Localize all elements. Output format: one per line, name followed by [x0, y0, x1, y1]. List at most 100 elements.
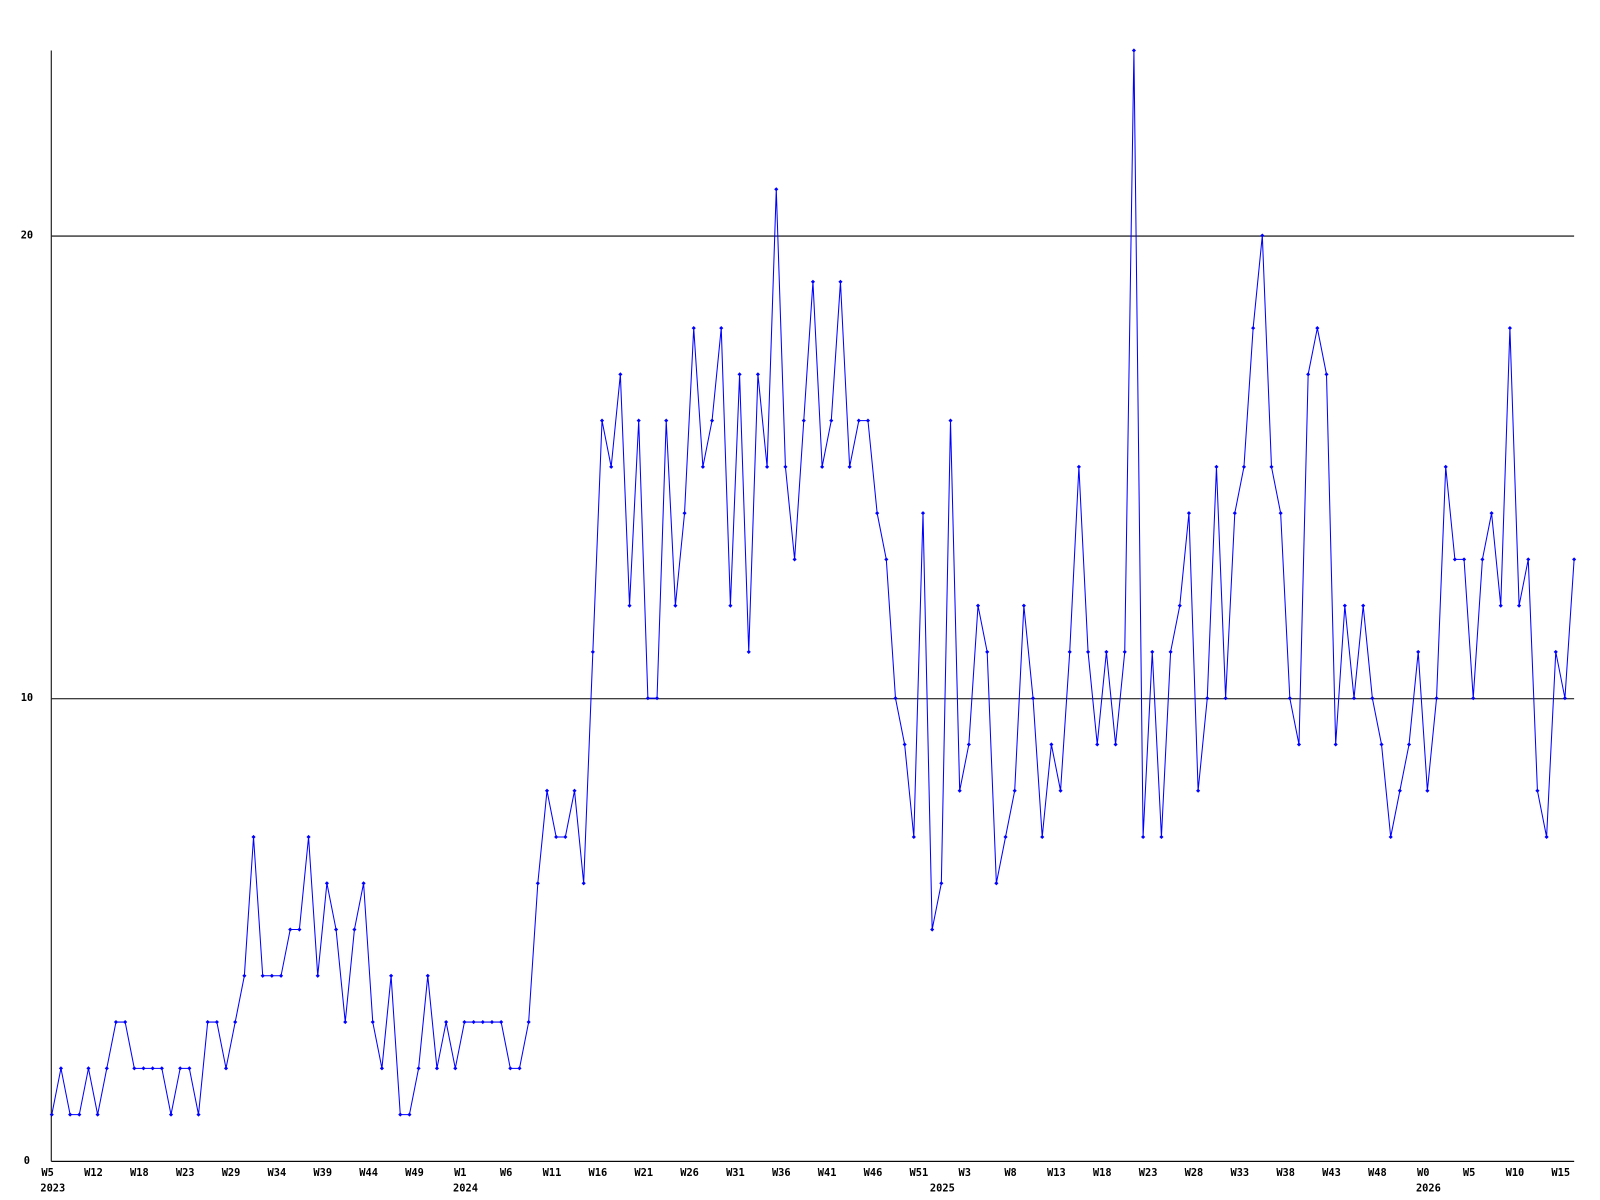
- data-point: [196, 1112, 201, 1117]
- x-tick-label: W36: [772, 1167, 791, 1179]
- data-point: [489, 1020, 495, 1025]
- data-point: [1168, 649, 1173, 654]
- data-point: [948, 418, 953, 423]
- data-point: [517, 1066, 522, 1071]
- data-point: [1535, 788, 1540, 793]
- data-point: [636, 418, 641, 423]
- data-point: [939, 881, 944, 886]
- data-point: [572, 788, 577, 793]
- data-point: [306, 834, 311, 840]
- data-point: [1278, 511, 1283, 516]
- data-point: [1379, 742, 1384, 747]
- data-point: [691, 326, 696, 331]
- data-point: [810, 279, 816, 284]
- data-point: [370, 1020, 375, 1025]
- data-point: [398, 1112, 403, 1117]
- data-point: [700, 464, 705, 469]
- data-point: [343, 1020, 348, 1025]
- data-point: [985, 649, 990, 654]
- x-tick-label: W39: [313, 1167, 332, 1179]
- data-point: [875, 511, 880, 516]
- data-point: [709, 418, 715, 423]
- data-point: [856, 418, 861, 423]
- data-point: [1471, 696, 1476, 701]
- data-point: [1342, 603, 1347, 608]
- data-point: [187, 1066, 192, 1071]
- data-point: [352, 927, 357, 932]
- data-point: [1251, 326, 1256, 331]
- data-point: [1526, 557, 1531, 562]
- data-point: [609, 464, 614, 469]
- data-point: [416, 1066, 421, 1071]
- data-point: [1434, 696, 1439, 701]
- data-point: [1553, 649, 1558, 654]
- data-point: [1241, 464, 1247, 469]
- x-tick-label: W34: [268, 1167, 287, 1179]
- data-point: [251, 834, 256, 840]
- data-point: [1517, 603, 1522, 608]
- x-tick-label: W23: [1139, 1167, 1158, 1179]
- data-point: [1205, 696, 1210, 701]
- x-tick-label: W10: [1506, 1167, 1525, 1179]
- x-year-label: 2025: [930, 1183, 955, 1195]
- data-point: [223, 1066, 229, 1071]
- data-point: [902, 742, 907, 747]
- data-point: [673, 603, 678, 608]
- data-point: [1113, 742, 1118, 747]
- data-point: [178, 1066, 183, 1071]
- data-point: [1040, 834, 1045, 840]
- data-point: [755, 372, 760, 377]
- x-year-label: 2026: [1416, 1183, 1441, 1195]
- x-tick-label: W49: [405, 1167, 424, 1179]
- x-tick-label: W51: [910, 1167, 929, 1179]
- data-point: [333, 927, 339, 932]
- data-point: [1232, 511, 1237, 516]
- data-point: [893, 696, 898, 701]
- data-point: [1076, 464, 1081, 469]
- data-point: [1498, 603, 1503, 608]
- data-point: [407, 1112, 412, 1117]
- data-point: [1104, 649, 1109, 654]
- data-point: [1296, 742, 1302, 747]
- data-point: [1021, 603, 1026, 608]
- x-tick-label: W11: [543, 1167, 562, 1179]
- y-tick-label: 20: [21, 230, 33, 242]
- data-point: [544, 788, 550, 793]
- data-point: [260, 973, 265, 978]
- data-point: [829, 418, 834, 423]
- data-point: [1351, 696, 1357, 701]
- data-point: [957, 788, 962, 793]
- data-point: [1452, 557, 1457, 562]
- y-tick-label: 10: [21, 692, 33, 704]
- data-point: [1287, 696, 1292, 701]
- x-tick-label: W13: [1047, 1167, 1066, 1179]
- x-tick-label: W31: [726, 1167, 745, 1179]
- data-point: [141, 1066, 146, 1071]
- x-tick-label: W44: [359, 1167, 378, 1179]
- data-point: [746, 649, 751, 654]
- data-point: [599, 418, 605, 423]
- data-point: [1058, 788, 1063, 793]
- data-point: [462, 1020, 467, 1025]
- x-tick-label: W29: [222, 1167, 241, 1179]
- data-point: [1223, 696, 1228, 701]
- data-point: [132, 1066, 137, 1071]
- data-point: [590, 649, 595, 654]
- data-point: [1562, 696, 1568, 701]
- x-tick-label: W46: [864, 1167, 883, 1179]
- data-point: [920, 511, 926, 516]
- x-tick-label: W18: [1093, 1167, 1112, 1179]
- data-point: [77, 1112, 82, 1117]
- y-tick-label: 0: [24, 1155, 30, 1167]
- data-point: [563, 834, 568, 840]
- data-point: [453, 1066, 458, 1071]
- data-point: [554, 834, 559, 840]
- data-point: [1269, 464, 1274, 469]
- data-point: [526, 1020, 531, 1025]
- x-tick-label: W6: [500, 1167, 512, 1179]
- data-point: [434, 1066, 440, 1071]
- data-point: [581, 881, 586, 886]
- x-tick-label: W5: [41, 1167, 53, 1179]
- x-tick-label: W28: [1185, 1167, 1204, 1179]
- data-point: [104, 1066, 109, 1071]
